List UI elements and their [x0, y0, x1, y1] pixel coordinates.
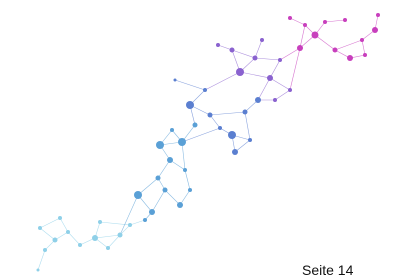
node: [248, 138, 252, 142]
node: [183, 168, 187, 172]
node: [360, 38, 364, 42]
node: [203, 88, 207, 92]
node: [288, 88, 292, 92]
node: [58, 216, 62, 220]
node: [167, 157, 173, 163]
node: [376, 13, 380, 17]
node: [243, 110, 248, 115]
node: [297, 45, 303, 51]
node: [92, 235, 98, 241]
node: [149, 209, 155, 215]
node: [128, 223, 132, 227]
network-edges: [38, 15, 378, 270]
node: [37, 269, 40, 272]
nodes-purple: [216, 38, 292, 102]
node: [267, 75, 273, 81]
node: [193, 123, 198, 128]
node: [177, 202, 183, 208]
node: [312, 32, 319, 39]
node: [363, 53, 367, 57]
node: [208, 113, 213, 118]
page-number: Seite 14: [302, 262, 353, 277]
node: [156, 141, 164, 149]
edge-group: [175, 80, 258, 152]
node: [174, 79, 177, 82]
nodes-light-blue: [37, 216, 133, 272]
network-graphic: [0, 0, 394, 277]
node: [118, 233, 123, 238]
node: [303, 23, 307, 27]
node: [333, 48, 338, 53]
node: [53, 238, 58, 243]
node: [78, 243, 82, 247]
node: [170, 128, 174, 132]
node: [38, 226, 42, 230]
node: [163, 188, 168, 193]
node: [347, 55, 353, 61]
node: [343, 18, 347, 22]
node: [236, 68, 244, 76]
node: [134, 191, 142, 199]
node: [216, 43, 220, 47]
node: [178, 138, 186, 146]
edge-group: [205, 40, 290, 100]
node: [143, 218, 147, 222]
edge-group: [280, 15, 378, 90]
node: [273, 98, 277, 102]
nodes-blue-violet: [174, 79, 262, 156]
node: [43, 248, 47, 252]
node: [372, 27, 378, 33]
node: [218, 126, 222, 130]
page: Seite 14: [0, 0, 394, 277]
node: [288, 16, 292, 20]
node: [66, 230, 70, 234]
node: [323, 20, 327, 24]
node: [106, 246, 110, 250]
node: [232, 149, 238, 155]
node: [98, 220, 102, 224]
node: [230, 48, 235, 53]
node: [278, 58, 282, 62]
node: [228, 131, 236, 139]
node: [253, 56, 258, 61]
node: [188, 188, 192, 192]
node: [255, 97, 261, 103]
node: [156, 176, 161, 181]
node: [260, 38, 264, 42]
node: [186, 101, 194, 109]
